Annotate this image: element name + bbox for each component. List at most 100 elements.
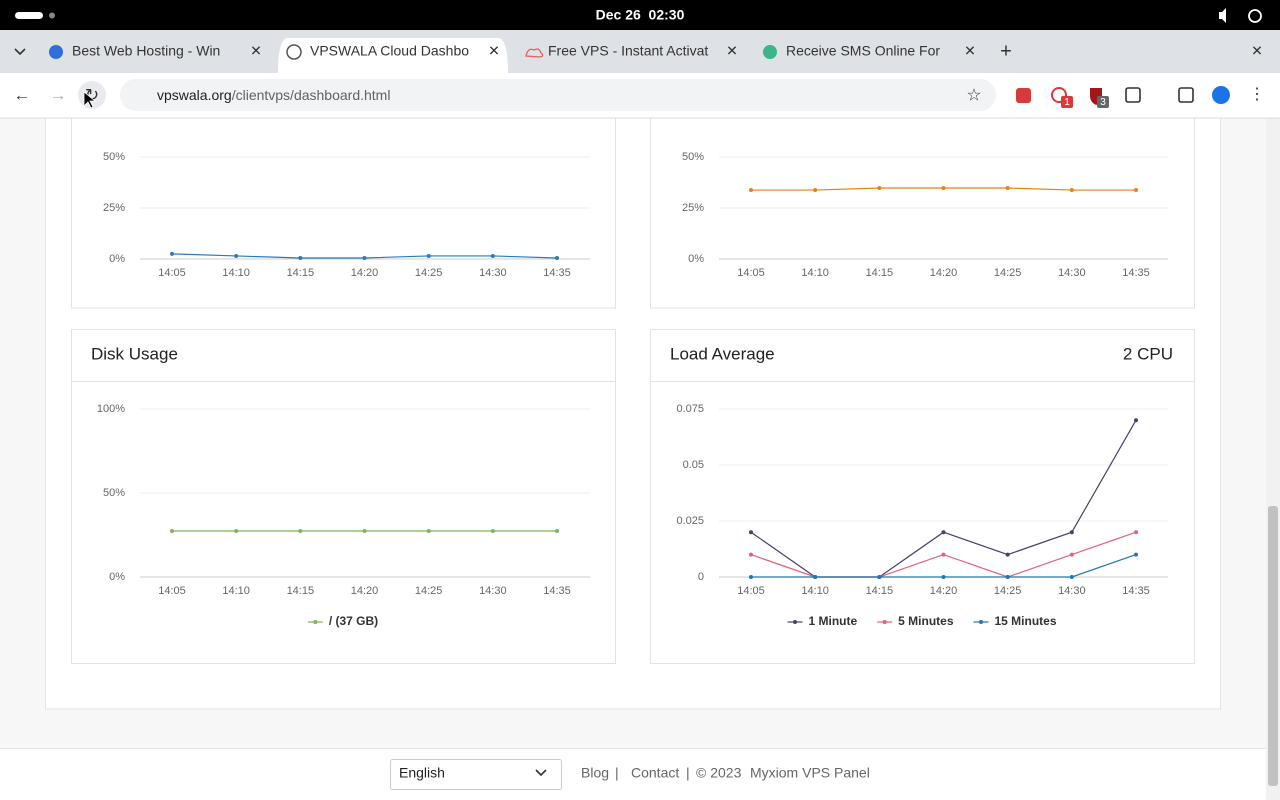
legend-swatch [313,620,318,624]
url-path: /clientvps/dashboard.html [232,87,391,103]
x-tick-label: 14:15 [866,585,894,597]
tab-favicon [525,48,544,58]
tab-title[interactable]: Receive SMS Online For [786,43,940,59]
data-point [877,186,882,191]
legend: / (37 GB) [307,614,378,628]
legend-label: 5 Minutes [898,614,954,628]
omnibox[interactable] [120,79,996,111]
data-point [941,186,946,191]
data-point [749,188,753,193]
y-tick-label: 25% [103,202,125,214]
bookmark-star[interactable]: ☆ [966,85,981,104]
legend-swatch [792,620,797,624]
data-point [234,253,239,258]
separator: | [686,765,690,781]
data-point [362,255,367,260]
data-point [877,575,882,579]
tab-favicon [286,44,302,60]
y-tick-label: 0% [688,253,704,265]
data-point [941,530,946,535]
data-point [1005,186,1010,191]
tab-close[interactable]: ✕ [488,43,500,59]
mouse-cursor [83,91,97,109]
data-point [1134,418,1138,423]
extension-badge: 1 [1064,97,1070,108]
extensions-button[interactable] [1125,87,1141,103]
chart-title: Disk Usage [91,344,178,363]
url[interactable]: vpswala.org/clientvps/dashboard.html [157,87,390,103]
legend-swatch [979,620,983,624]
tab-title[interactable]: Best Web Hosting - Win [72,43,220,59]
side-panel-button[interactable] [1178,87,1194,103]
x-tick-label: 14:30 [479,267,507,279]
legend-swatch [882,620,887,624]
y-tick-label: 50% [103,151,125,163]
x-tick-label: 14:30 [1058,267,1086,279]
data-point [1069,552,1074,557]
x-tick-label: 14:05 [737,585,765,597]
data-point [1134,552,1138,557]
extension-icon[interactable] [1016,88,1031,103]
data-point [170,528,174,533]
scrollbar-thumb[interactable] [1268,506,1278,786]
y-tick-label: 100% [97,403,125,415]
new-tab[interactable]: + [1000,40,1012,62]
x-tick-label: 14:35 [1122,267,1150,279]
clock[interactable]: Dec 26 02:30 [596,7,685,23]
window-close[interactable]: ✕ [1251,43,1263,59]
data-point [1134,530,1138,535]
brand: Myxiom VPS Panel [750,765,870,781]
x-tick-label: 14:05 [158,267,186,279]
volume-icon[interactable] [1219,8,1226,23]
x-tick-label: 14:10 [222,267,250,279]
y-tick-label: 0 [698,571,704,583]
data-point [1069,530,1074,535]
select-caret [535,769,547,777]
data-point [1069,188,1074,193]
data-point [555,528,559,533]
language-select[interactable] [390,759,562,790]
menu-button[interactable]: ⋮ [1249,86,1265,103]
data-point [555,255,559,260]
x-tick-label: 14:35 [1122,585,1150,597]
line-chart: Disk Usage 0% 50% 100% 14:05 14:10 14:15 14:20 1… [91,344,590,628]
profile-button[interactable] [1212,86,1230,104]
forward-button[interactable]: → [50,85,67,104]
back-button[interactable]: ← [14,85,31,104]
tab-close[interactable]: ✕ [964,43,976,59]
contact-link[interactable]: Contact [631,765,679,781]
tab-search[interactable] [14,48,26,56]
activities[interactable] [15,12,43,19]
data-point [234,528,239,533]
extension-badge: 3 [1100,97,1106,108]
footer-bg [0,748,1266,800]
workspace-dot [49,12,55,19]
copyright: © 2023 [696,765,742,781]
blog-link[interactable]: Blog [581,765,609,781]
tab-close[interactable]: ✕ [726,43,738,59]
x-tick-label: 14:30 [1058,585,1086,597]
chart-title: Load Average [670,344,775,363]
power-icon[interactable] [1248,9,1262,23]
data-point [1134,188,1138,193]
data-point [1069,575,1074,579]
x-tick-label: 14:15 [287,585,315,597]
active-tab[interactable] [278,38,508,73]
disk-card [71,329,616,664]
tab-title[interactable]: Free VPS - Instant Activat [548,43,708,59]
x-tick-label: 14:35 [543,585,571,597]
x-tick-label: 14:05 [158,585,186,597]
x-tick-label: 14:20 [930,267,958,279]
x-tick-label: 14:05 [737,267,765,279]
system-bar [0,0,1280,30]
tab-close[interactable]: ✕ [250,43,262,59]
tab-title[interactable]: VPSWALA Cloud Dashbo [310,43,469,59]
data-point [490,528,495,533]
language-label[interactable]: English [399,765,445,781]
x-tick-label: 14:30 [479,585,507,597]
badge-bg [1097,96,1109,108]
extension-icon[interactable] [1051,87,1067,103]
